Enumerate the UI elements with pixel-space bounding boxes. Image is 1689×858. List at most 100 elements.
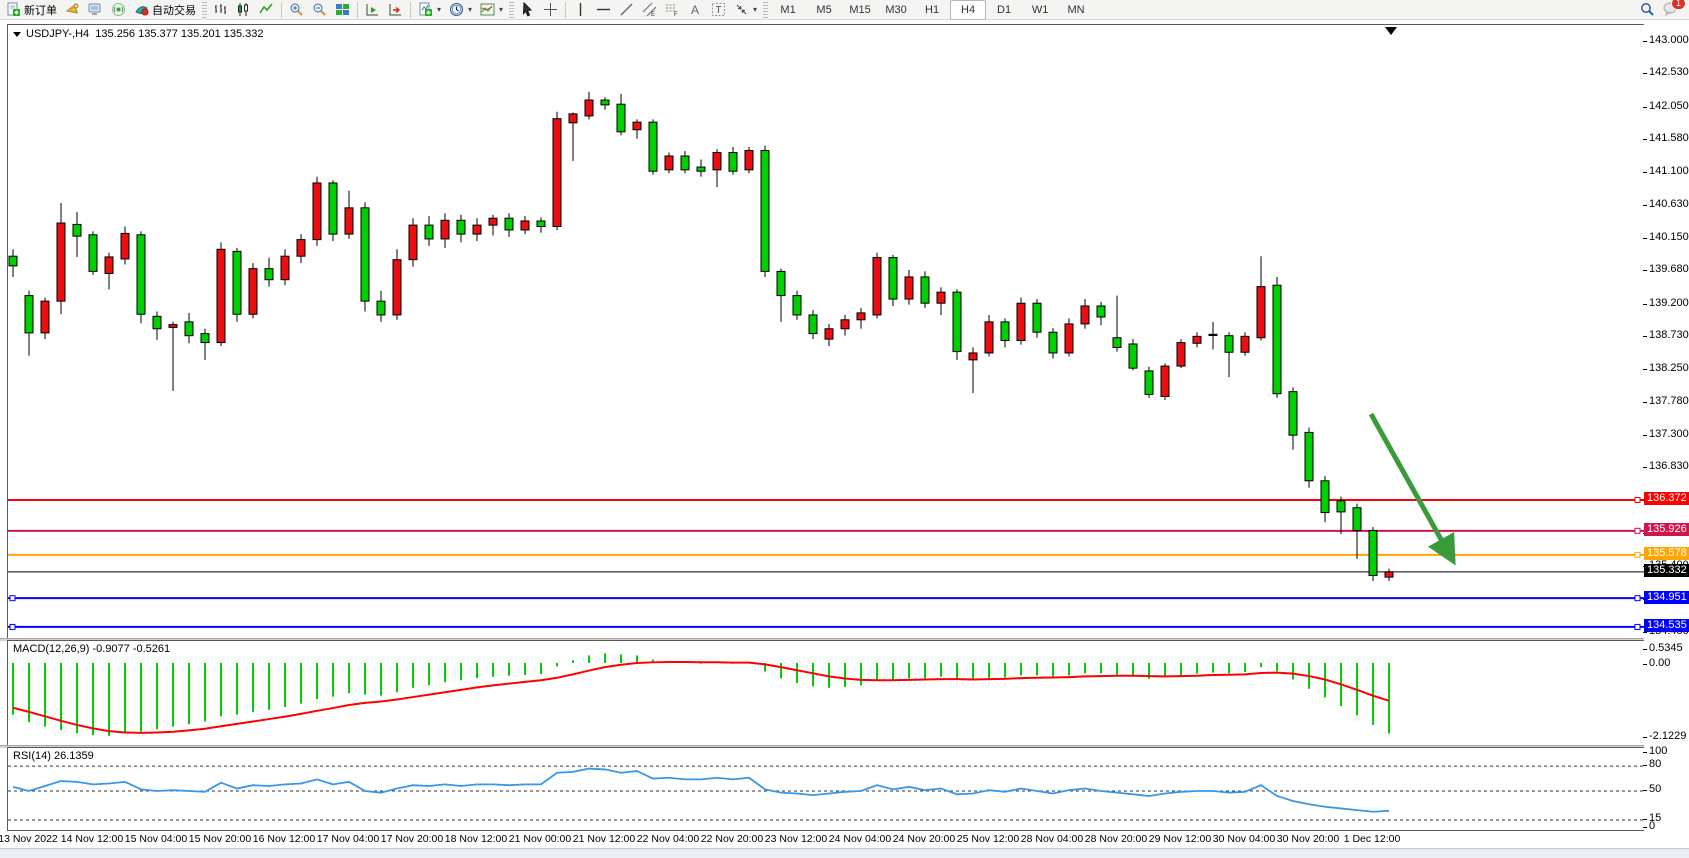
hline-handle[interactable]	[9, 595, 16, 602]
axis-tick	[1643, 467, 1647, 469]
svg-text:T: T	[716, 5, 722, 16]
rsi-panel[interactable]	[7, 747, 1645, 831]
timeframe-button-m1[interactable]: M1	[780, 3, 796, 16]
hline-price-badge: 134.951	[1644, 590, 1689, 604]
candle-body	[536, 220, 546, 227]
candle-body	[1304, 431, 1314, 482]
zoom-out-button[interactable]	[308, 0, 331, 20]
macd-scale-label: 0.00	[1649, 657, 1671, 669]
timeframe-button-mn[interactable]: MN	[1067, 3, 1085, 16]
candle-body	[152, 315, 162, 330]
candle-body	[1320, 480, 1330, 514]
candle-body	[680, 155, 690, 171]
cursor-tool-button[interactable]	[516, 0, 539, 20]
chart-title[interactable]: USDJPY-,H4 135.256 135.377 135.201 135.3…	[13, 28, 264, 40]
timeframe-button-d1[interactable]: D1	[997, 3, 1012, 16]
chart-shift-marker[interactable]	[1385, 27, 1397, 35]
time-tick-label: 28 Nov 20:00	[1084, 833, 1148, 845]
axis-tick	[1643, 270, 1647, 272]
macd-panel[interactable]	[7, 640, 1645, 746]
candle-body	[1016, 302, 1026, 342]
crosshair-tool-button[interactable]	[539, 0, 562, 20]
timeframe-button-m15[interactable]: M15	[849, 3, 871, 16]
price-tick-label: 143.000	[1649, 34, 1689, 46]
templates-button[interactable]: ▾	[476, 0, 507, 20]
price-chart-panel[interactable]	[7, 24, 1645, 639]
axis-tick	[1643, 765, 1647, 767]
axis-tick	[1643, 369, 1647, 371]
signals-button[interactable]	[107, 0, 130, 20]
arrows-dropdown-icon[interactable]: ▾	[753, 5, 758, 14]
candle-body	[712, 152, 722, 171]
notifications-button[interactable]: 1	[1663, 0, 1686, 19]
trend-arrow-annotation[interactable]	[1368, 412, 1456, 566]
candle-body	[792, 295, 802, 316]
candle-body	[1272, 284, 1282, 395]
hline-handle[interactable]	[1634, 551, 1641, 558]
new-order-label: 新订单	[24, 4, 57, 17]
toolbar-grip	[763, 1, 769, 18]
text-tool-button[interactable]: A	[684, 0, 707, 20]
time-tick-label: 15 Nov 20:00	[188, 833, 252, 845]
chart-shift-button[interactable]	[384, 0, 407, 20]
candle-body	[808, 314, 818, 335]
candle-body	[72, 223, 82, 237]
indicators-dropdown-icon[interactable]: ▾	[437, 5, 442, 14]
timeframe-button-h4[interactable]: H4	[950, 0, 987, 20]
symbol-dropdown-icon[interactable]	[13, 31, 21, 37]
periods-dropdown-icon[interactable]: ▾	[468, 5, 473, 14]
autotrading-button[interactable]: 自动交易	[130, 0, 200, 20]
fibonacci-tool-button[interactable]: F	[661, 0, 684, 20]
candle-body	[760, 149, 770, 272]
candle-body	[552, 118, 562, 227]
tile-windows-button[interactable]	[331, 0, 354, 20]
timeframe-button-m30[interactable]: M30	[885, 3, 907, 16]
trendline-tool-button[interactable]	[615, 0, 638, 20]
candlestick-chart[interactable]	[8, 25, 1644, 638]
timeframe-button-h1[interactable]: H1	[925, 3, 940, 16]
time-tick-label: 28 Nov 04:00	[1020, 833, 1084, 845]
hline-handle[interactable]	[9, 623, 16, 630]
candle-body	[440, 219, 450, 240]
candle-body	[744, 149, 754, 171]
candle-body	[1224, 335, 1234, 353]
hline-handle[interactable]	[1634, 527, 1641, 534]
timeframe-button-w1[interactable]: W1	[1031, 3, 1049, 16]
candle-body	[632, 121, 642, 131]
zoom-in-button[interactable]	[285, 0, 308, 20]
periods-button[interactable]: ▾	[445, 0, 476, 20]
terminal-button[interactable]	[84, 0, 107, 20]
channel-tool-button[interactable]: E	[638, 0, 661, 20]
templates-dropdown-icon[interactable]: ▾	[499, 5, 504, 14]
rsi-scale-label: 80	[1649, 758, 1662, 771]
timeframe-button-m5[interactable]: M5	[816, 3, 832, 16]
search-icon[interactable]	[1640, 2, 1655, 17]
indicators-button[interactable]: ▾	[414, 0, 445, 20]
hline-handle[interactable]	[1634, 623, 1641, 630]
axis-tick	[1643, 172, 1647, 174]
bar-chart-mode-button[interactable]	[209, 0, 232, 20]
price-axis[interactable]: 143.000 142.530 142.050 141.580 141.100 140.6…	[1643, 22, 1689, 832]
time-axis[interactable]: 13 Nov 2022 14 Nov 12:00 15 Nov 04:00 15 No…	[0, 831, 1689, 847]
axis-tick	[1643, 204, 1647, 206]
text-icon: A	[691, 3, 699, 17]
text-label-icon: T	[712, 3, 726, 16]
rsi-scale-label: 15	[1649, 812, 1662, 825]
market-watch-button[interactable]	[61, 0, 84, 20]
horizontal-line-tool-button[interactable]	[592, 0, 615, 20]
auto-scroll-button[interactable]	[361, 0, 384, 20]
candle-body	[104, 256, 114, 274]
text-label-tool-button[interactable]: T	[707, 0, 730, 20]
vertical-line-tool-button[interactable]	[569, 0, 592, 20]
candle-body	[1288, 391, 1298, 436]
line-chart-mode-button[interactable]	[255, 0, 278, 20]
candlestick-mode-button[interactable]	[232, 0, 255, 20]
price-tick-label: 137.780	[1649, 394, 1689, 407]
equidistant-channel-icon: E	[642, 2, 657, 17]
chart-shift-icon	[389, 4, 401, 16]
hline-handle[interactable]	[1634, 496, 1641, 503]
hline-handle[interactable]	[1634, 595, 1641, 602]
arrows-tool-button[interactable]: ▾	[730, 0, 761, 20]
terminal-icon	[88, 3, 101, 15]
new-order-button[interactable]: 新订单	[2, 0, 61, 20]
